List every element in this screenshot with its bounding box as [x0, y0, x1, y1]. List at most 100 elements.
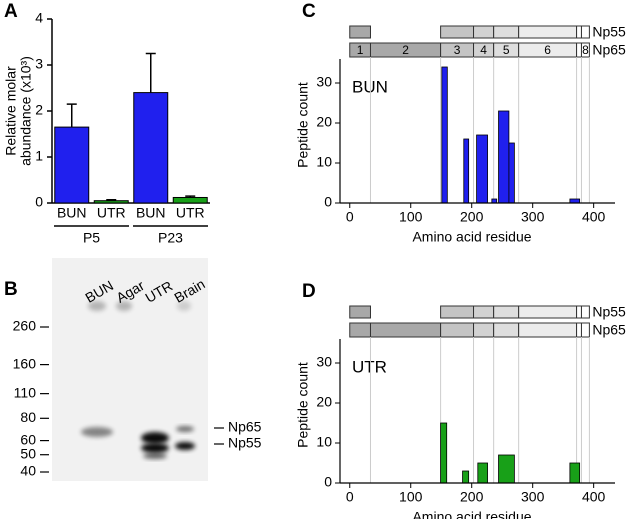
bar	[133, 92, 169, 204]
y-tick-label: 30	[316, 354, 332, 370]
error-bar	[185, 195, 196, 198]
y-tick-label: 2	[35, 102, 43, 118]
domain-segment	[493, 305, 520, 319]
x-axis-label: Amino acid residue	[412, 509, 531, 519]
x-tick-label: 0	[346, 489, 354, 505]
band-label: Np55	[228, 435, 262, 451]
y-tick-label: 0	[324, 474, 332, 490]
bar	[498, 110, 510, 204]
domain-segment	[493, 25, 520, 39]
y-tick-label: 10	[316, 154, 332, 170]
marker-label: 80	[20, 409, 36, 425]
y-tick-label: 4	[35, 10, 43, 26]
group-label: P23	[158, 230, 183, 246]
error-bar	[106, 199, 117, 201]
x-tick-label: BUN	[136, 205, 166, 221]
domain-segment	[576, 305, 582, 319]
y-tick-label: 1	[35, 148, 43, 164]
domain-label: 8	[582, 43, 589, 57]
y-tick-label: 0	[324, 194, 332, 210]
x-tick-label: 0	[346, 209, 354, 225]
domain-segment	[580, 25, 590, 39]
bar	[93, 200, 129, 204]
panel-label: A	[4, 1, 18, 22]
x-axis-label: Amino acid residue	[412, 229, 531, 245]
gel-band	[143, 453, 167, 459]
x-tick-label: BUN	[57, 205, 87, 221]
domain-segment	[518, 25, 578, 39]
y-tick-label: 3	[35, 56, 43, 72]
y-tick-label: 30	[316, 74, 332, 90]
bar	[477, 462, 488, 484]
marker-label: 50	[20, 445, 36, 461]
domain-segment	[349, 25, 371, 39]
error-bar	[145, 52, 156, 93]
bar	[569, 462, 581, 484]
x-tick-label: 400	[582, 209, 606, 225]
y-tick-label: 20	[316, 114, 332, 130]
domain-segment	[576, 322, 582, 338]
x-tick-label: 200	[460, 489, 484, 505]
domain-segment	[473, 305, 495, 319]
isoform-label: Np55	[592, 24, 626, 40]
bar	[508, 142, 515, 204]
y-axis-label: Peptide count	[295, 82, 311, 168]
domain-segment	[349, 322, 371, 338]
domain-segment	[369, 322, 442, 338]
domain-segment	[580, 42, 590, 58]
bar	[172, 196, 208, 204]
domain-segment	[580, 305, 590, 319]
domain-label: 2	[402, 43, 409, 57]
isoform-label: Np65	[592, 42, 626, 58]
domain-segment	[440, 305, 475, 319]
gel-band	[141, 432, 169, 444]
y-tick-label: 0	[35, 194, 43, 210]
group-label: P5	[83, 230, 100, 246]
panel-label: C	[302, 1, 316, 22]
gel-band	[116, 301, 132, 311]
bar	[498, 454, 515, 484]
gel-band	[81, 427, 113, 437]
domain-label: 4	[480, 43, 487, 57]
domain-segment	[349, 305, 371, 319]
x-tick-label: UTR	[97, 205, 126, 221]
gel-band	[177, 301, 191, 311]
x-tick-label: 300	[521, 209, 545, 225]
gel-band	[176, 426, 194, 432]
domain-segment	[518, 305, 578, 319]
gel-band	[141, 443, 169, 453]
isoform-label: Np55	[592, 304, 626, 320]
domain-segment	[518, 322, 578, 338]
domain-label: 1	[357, 43, 364, 57]
marker-label: 110	[14, 384, 37, 400]
panel-label: B	[4, 279, 18, 300]
x-tick-label: UTR	[176, 205, 205, 221]
bar	[440, 422, 448, 484]
x-tick-label: 100	[399, 489, 423, 505]
x-tick-label: 100	[399, 209, 423, 225]
gel-band	[88, 301, 106, 311]
bar	[462, 470, 470, 484]
domain-segment	[576, 42, 582, 58]
x-tick-label: 400	[582, 489, 606, 505]
y-axis-label: abundance (x10³)	[18, 56, 34, 166]
marker-label: 60	[20, 431, 36, 447]
bar	[476, 134, 488, 204]
y-tick-label: 10	[316, 434, 332, 450]
gel-band	[175, 442, 195, 450]
band-label: Np65	[228, 419, 262, 435]
domain-segment	[493, 322, 520, 338]
error-bar	[66, 103, 77, 128]
panel-label: D	[302, 281, 316, 302]
isoform-label: Np65	[592, 322, 626, 338]
series-label: UTR	[352, 357, 387, 376]
domain-segment	[580, 322, 590, 338]
bar	[54, 126, 90, 204]
bar	[463, 138, 470, 204]
domain-segment	[576, 25, 582, 39]
domain-segment	[473, 322, 495, 338]
y-tick-label: 20	[316, 394, 332, 410]
marker-label: 260	[13, 318, 37, 334]
x-tick-label: 200	[460, 209, 484, 225]
